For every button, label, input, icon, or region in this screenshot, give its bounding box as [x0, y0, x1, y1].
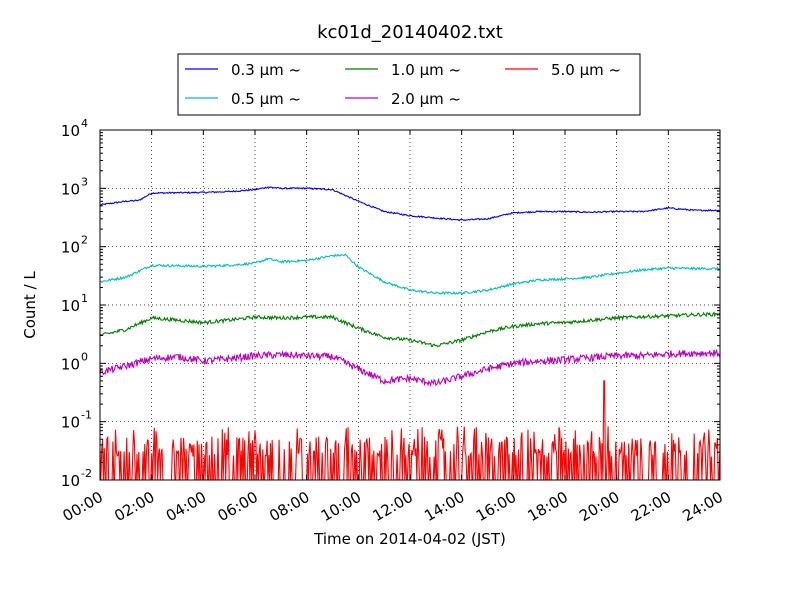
legend-label: 5.0 μm ~ [551, 61, 621, 79]
y-tick-label-exponent: 3 [81, 175, 88, 188]
axis-ticks [99, 129, 721, 481]
y-tick-label-exponent: 0 [81, 350, 88, 363]
y-tick-label-exponent: 4 [81, 117, 88, 130]
chart-title: kc01d_20140402.txt [317, 22, 503, 43]
legend-label: 2.0 μm ~ [391, 90, 461, 108]
y-tick-label-exponent: -1 [81, 409, 92, 422]
y-tick-label: 10 [61, 414, 80, 432]
series-line [99, 186, 721, 222]
legend-label: 0.5 μm ~ [231, 90, 301, 108]
y-tick-label-exponent: -2 [81, 467, 92, 480]
series-line [99, 311, 721, 348]
y-tick-label-exponent: 2 [81, 234, 88, 247]
x-axis-title: Time on 2014-04-02 (JST) [313, 530, 506, 548]
legend: 0.3 μm ~ 0.5 μm ~ 1.0 μm ~ 2.0 μm ~ 5.0 μm ~ [177, 53, 641, 116]
legend-label: 0.3 μm ~ [231, 61, 301, 79]
y-tick-label: 10 [61, 122, 80, 140]
series-line [99, 349, 721, 388]
legend-frame [177, 53, 641, 116]
y-tick-label: 10 [61, 297, 80, 315]
y-axis-title: Count / L [21, 271, 39, 339]
y-tick-label: 10 [61, 472, 80, 490]
y-tick-label-exponent: 1 [81, 292, 88, 305]
series-line [99, 253, 721, 296]
y-tick-label: 10 [61, 239, 80, 257]
y-tick-label: 10 [61, 355, 80, 373]
grid [100, 130, 720, 480]
legend-label: 1.0 μm ~ [391, 61, 461, 79]
y-tick-label: 10 [61, 180, 80, 198]
